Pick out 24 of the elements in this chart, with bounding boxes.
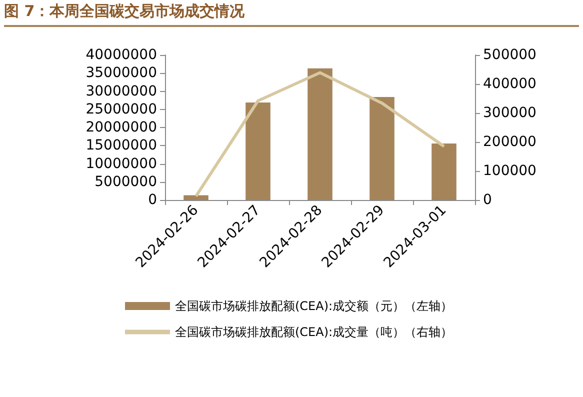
bar xyxy=(308,68,332,200)
bar xyxy=(184,195,208,200)
y-tick-label: 30000000 xyxy=(86,83,157,100)
y2-tick-label: 100000 xyxy=(483,163,536,179)
y-tick-label: 20000000 xyxy=(86,120,157,136)
chart-title: 图 7：本周全国碳交易市场成交情况 xyxy=(4,2,579,27)
y-tick-label: 10000000 xyxy=(86,156,157,172)
y-tick-label: 40000000 xyxy=(86,47,157,63)
y2-tick-label: 400000 xyxy=(483,76,536,92)
legend-label: 全国碳市场碳排放配额(CEA):成交量（吨）（右轴） xyxy=(175,325,453,339)
y2-tick-label: 200000 xyxy=(483,134,536,150)
y-tick-label: 5000000 xyxy=(94,174,157,190)
bar xyxy=(370,97,394,200)
y2-tick-label: 0 xyxy=(483,192,492,208)
y-tick-label: 0 xyxy=(148,192,157,208)
line-series xyxy=(194,71,446,198)
legend-label: 全国碳市场碳排放配额(CEA):成交额（元）（左轴） xyxy=(175,299,453,313)
y2-tick-label: 300000 xyxy=(483,105,536,121)
y-tick-label: 15000000 xyxy=(86,138,157,154)
y2-tick-label: 500000 xyxy=(483,47,536,63)
bar xyxy=(246,102,270,200)
y-tick-label: 25000000 xyxy=(86,101,157,118)
bar xyxy=(432,143,456,200)
y-tick-label: 35000000 xyxy=(86,65,157,82)
